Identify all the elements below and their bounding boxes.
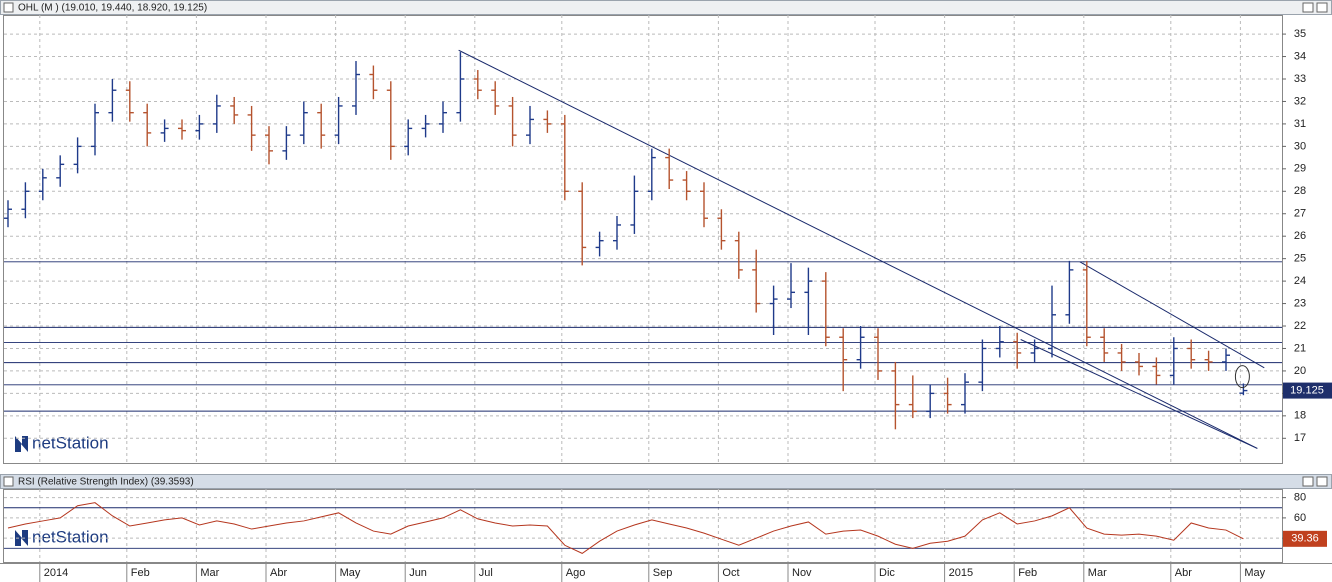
plot-frame	[3, 15, 1283, 464]
watermark: netStation	[32, 433, 109, 452]
restore-button[interactable]	[1302, 2, 1314, 13]
y-tick-label: 60	[1294, 512, 1306, 524]
y-tick-label: 26	[1294, 230, 1306, 242]
y-tick-label: 33	[1294, 73, 1306, 85]
watermark: netStation	[32, 527, 109, 546]
rsi-value-label: 39.36	[1291, 533, 1319, 545]
x-tick-label: Nov	[792, 567, 812, 579]
x-tick-label: May	[1244, 567, 1265, 579]
y-tick-label: 24	[1294, 275, 1306, 287]
price-label: 19.125	[1290, 384, 1324, 396]
y-tick-label: 34	[1294, 50, 1306, 62]
x-tick-label: Feb	[1018, 567, 1037, 579]
annotation-circle	[1234, 365, 1250, 389]
panel-icon	[3, 476, 14, 487]
y-tick-label: 18	[1294, 410, 1306, 422]
chart-title: OHL (M ) (19.010, 19.440, 18.920, 19.125…	[18, 3, 207, 14]
trend-line	[1020, 339, 1258, 449]
y-tick-label: 21	[1294, 342, 1306, 354]
trend-line	[1079, 261, 1265, 369]
x-tick-label: Abr	[1175, 567, 1192, 579]
x-tick-label: 2015	[949, 567, 973, 579]
x-tick-label: Mar	[1088, 567, 1107, 579]
y-tick-label: 80	[1294, 492, 1306, 504]
y-tick-label: 30	[1294, 140, 1306, 152]
x-tick-label: Oct	[722, 567, 739, 579]
y-tick-label: 35	[1294, 28, 1306, 40]
trend-line	[458, 49, 1258, 449]
restore-button[interactable]	[1302, 476, 1314, 487]
y-tick-label: 25	[1294, 253, 1306, 265]
x-tick-label: Feb	[131, 567, 150, 579]
panel-icon	[3, 2, 14, 13]
price-box	[1283, 382, 1332, 399]
logo	[15, 436, 28, 452]
x-tick-label: Jun	[409, 567, 427, 579]
rsi-value-box	[1283, 530, 1327, 547]
x-tick-label: 2014	[44, 567, 68, 579]
y-tick-label: 22	[1294, 320, 1306, 332]
y-tick-label: 28	[1294, 185, 1306, 197]
x-tick-label: Abr	[270, 567, 287, 579]
y-tick-label: 17	[1294, 432, 1306, 444]
x-tick-label: Dic	[879, 567, 895, 579]
rsi-title: RSI (Relative Strength Index) (39.3593)	[18, 477, 194, 488]
y-tick-label: 32	[1294, 95, 1306, 107]
x-tick-label: May	[340, 567, 361, 579]
y-tick-label: 27	[1294, 208, 1306, 220]
x-tick-label: Mar	[200, 567, 219, 579]
close-button[interactable]	[1316, 2, 1328, 13]
x-tick-label: Ago	[566, 567, 586, 579]
rsi-frame	[3, 489, 1283, 563]
logo	[15, 530, 28, 546]
x-tick-label: Sep	[653, 567, 673, 579]
y-tick-label: 23	[1294, 297, 1306, 309]
y-tick-label: 31	[1294, 118, 1306, 130]
x-tick-label: Jul	[479, 567, 493, 579]
rsi-line	[7, 502, 1244, 554]
close-button[interactable]	[1316, 476, 1328, 487]
y-tick-label: 20	[1294, 365, 1306, 377]
rsi-title-bar	[0, 474, 1332, 489]
y-tick-label: 29	[1294, 163, 1306, 175]
